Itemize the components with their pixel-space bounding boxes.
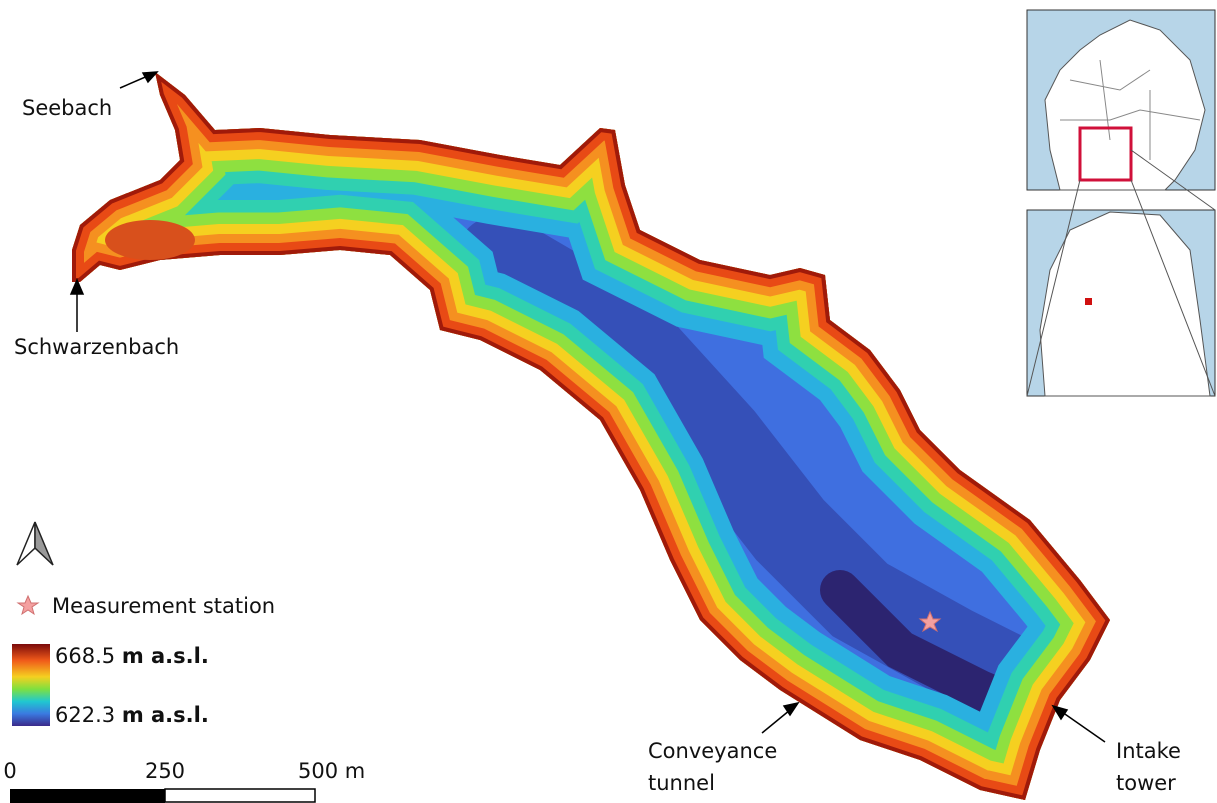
scale-bar	[10, 789, 165, 803]
scale-label: 0	[3, 759, 16, 783]
legend-unit: m a.s.l.	[122, 644, 209, 668]
north-arrow	[17, 522, 53, 565]
legend-value: 622.3	[55, 703, 115, 727]
legend-unit: m a.s.l.	[122, 703, 209, 727]
legend-label: 668.5 m a.s.l.	[55, 644, 209, 668]
inset-germany	[1027, 10, 1215, 190]
legend-colorbar	[12, 644, 50, 726]
map: Seebach Schwarzenbach Conveyance tunnel …	[0, 0, 1217, 803]
legend-value: 668.5	[55, 644, 115, 668]
legend-symbol	[18, 596, 38, 614]
scale-bar	[165, 789, 315, 802]
label: Seebach	[22, 96, 112, 120]
lake-bathymetry	[72, 72, 1110, 800]
legend-label: 622.3 m a.s.l.	[55, 703, 209, 727]
label: Intake	[1116, 739, 1181, 763]
legend-label: Measurement station	[52, 594, 275, 618]
label: Schwarzenbach	[14, 335, 179, 359]
label: tower	[1116, 771, 1176, 795]
label: tunnel	[648, 771, 715, 795]
scale-label: 500 m	[298, 759, 365, 783]
label: Conveyance	[648, 739, 777, 763]
scale-label: 250	[145, 759, 185, 783]
